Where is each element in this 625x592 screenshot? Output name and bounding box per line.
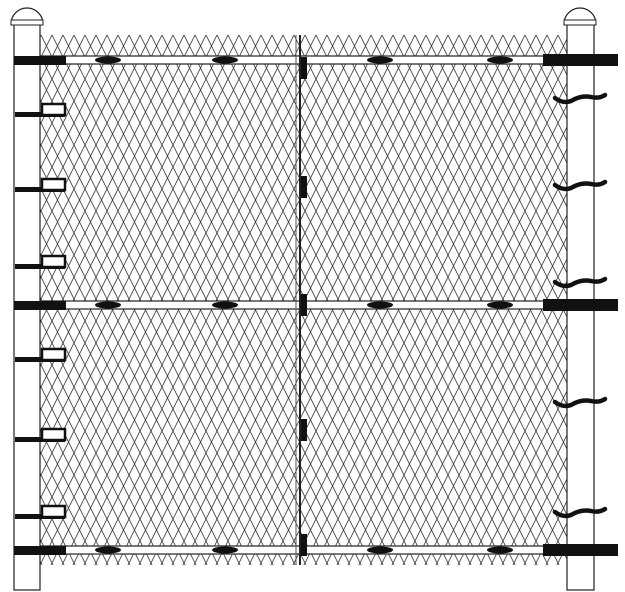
- rail-clip: [367, 546, 393, 554]
- rail-clip: [95, 301, 121, 309]
- s-hook: [552, 92, 608, 105]
- stay-clip: [301, 176, 307, 198]
- rail-end-right: [543, 299, 618, 311]
- rail-clip: [367, 56, 393, 64]
- post-cap-base: [10, 19, 44, 26]
- hook-bar: [15, 112, 65, 117]
- hook-bar: [15, 187, 65, 192]
- hook-loop: [40, 504, 67, 519]
- hook-loop: [40, 177, 67, 192]
- rail-end-left: [14, 56, 66, 65]
- post-cap-base: [563, 19, 597, 26]
- s-hook: [552, 396, 608, 409]
- hook-loop: [40, 102, 67, 117]
- hook-loop: [40, 254, 67, 269]
- hook-loop: [40, 347, 67, 362]
- rail-clip: [487, 301, 513, 309]
- stay-clip: [301, 57, 307, 79]
- hook-bar: [15, 264, 65, 269]
- hook-bar: [15, 357, 65, 362]
- rail-clip: [367, 301, 393, 309]
- rail-end-left: [14, 301, 66, 310]
- rail-end-left: [14, 546, 66, 555]
- stay-clip: [301, 294, 307, 316]
- rail-clip: [212, 546, 238, 554]
- hook-loop: [40, 427, 67, 442]
- s-hook: [552, 506, 608, 519]
- rail-clip: [212, 56, 238, 64]
- s-hook: [552, 276, 608, 289]
- rail-clip: [95, 56, 121, 64]
- rail-clip: [95, 546, 121, 554]
- rail-end-right: [543, 54, 618, 66]
- rail-clip: [212, 301, 238, 309]
- rail-clip: [487, 56, 513, 64]
- rail-end-right: [543, 544, 618, 556]
- rail-clip: [487, 546, 513, 554]
- hook-bar: [15, 437, 65, 442]
- stay-clip: [301, 419, 307, 441]
- stay-clip: [301, 534, 307, 556]
- hook-bar: [15, 514, 65, 519]
- s-hook: [552, 179, 608, 192]
